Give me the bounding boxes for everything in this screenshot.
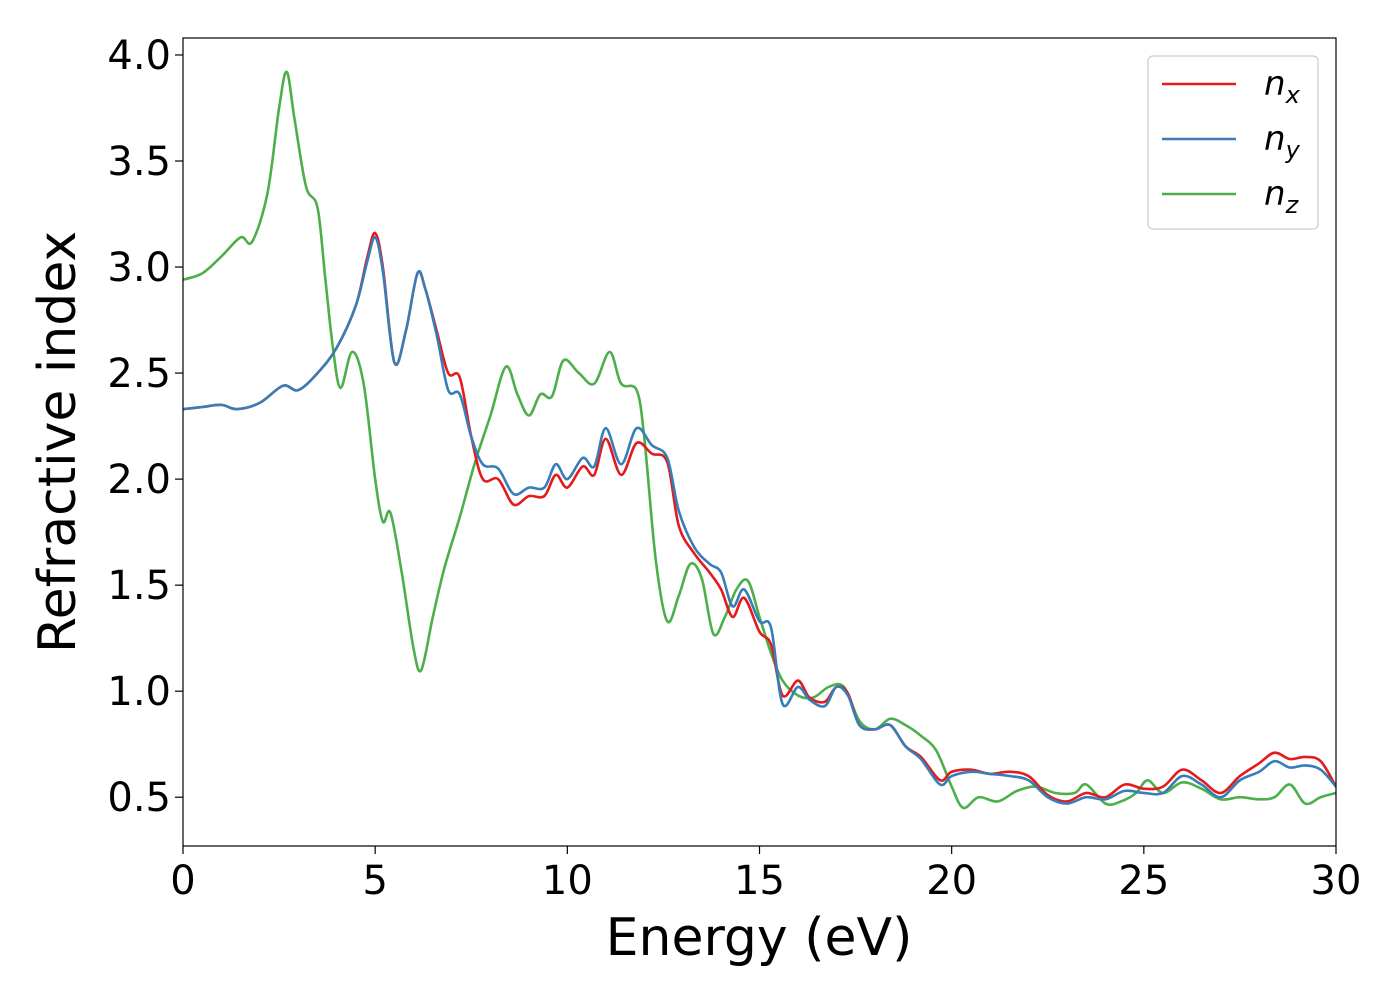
x-tick-label: 30: [1311, 858, 1362, 904]
x-tick-label: 25: [1118, 858, 1169, 904]
legend-label-y: ny: [1264, 119, 1301, 164]
y-tick-label: 1.0: [107, 669, 171, 715]
y-tick-label: 2.5: [107, 351, 171, 397]
x-tick-label: 10: [542, 858, 593, 904]
x-axis-title: Energy (eV): [606, 908, 913, 968]
x-tick-label: 20: [926, 858, 977, 904]
y-tick-label: 0.5: [107, 775, 171, 821]
x-tick-label: 15: [734, 858, 785, 904]
x-tick-label: 0: [170, 858, 195, 904]
x-axis: 0 5 10 15 20 25 30: [170, 846, 1361, 904]
legend-label-x: nx: [1264, 64, 1301, 109]
y-axis-title: Refractive index: [28, 231, 88, 653]
series-line-z: [183, 70, 1336, 810]
legend-label-z: nz: [1264, 174, 1300, 219]
series-line-y: [183, 236, 1336, 805]
legend: nx ny nz: [1147, 55, 1319, 230]
x-tick-label: 5: [362, 858, 387, 904]
y-axis: 0.5 1.0 1.5 2.0 2.5 3.0 3.5 4.0: [107, 33, 183, 821]
y-tick-label: 3.0: [107, 245, 171, 291]
y-tick-label: 4.0: [107, 33, 171, 79]
y-tick-label: 3.5: [107, 139, 171, 185]
legend-frame: [1147, 55, 1319, 230]
y-tick-label: 1.5: [107, 563, 171, 609]
series-layer: [183, 70, 1336, 810]
y-tick-label: 2.0: [107, 457, 171, 503]
